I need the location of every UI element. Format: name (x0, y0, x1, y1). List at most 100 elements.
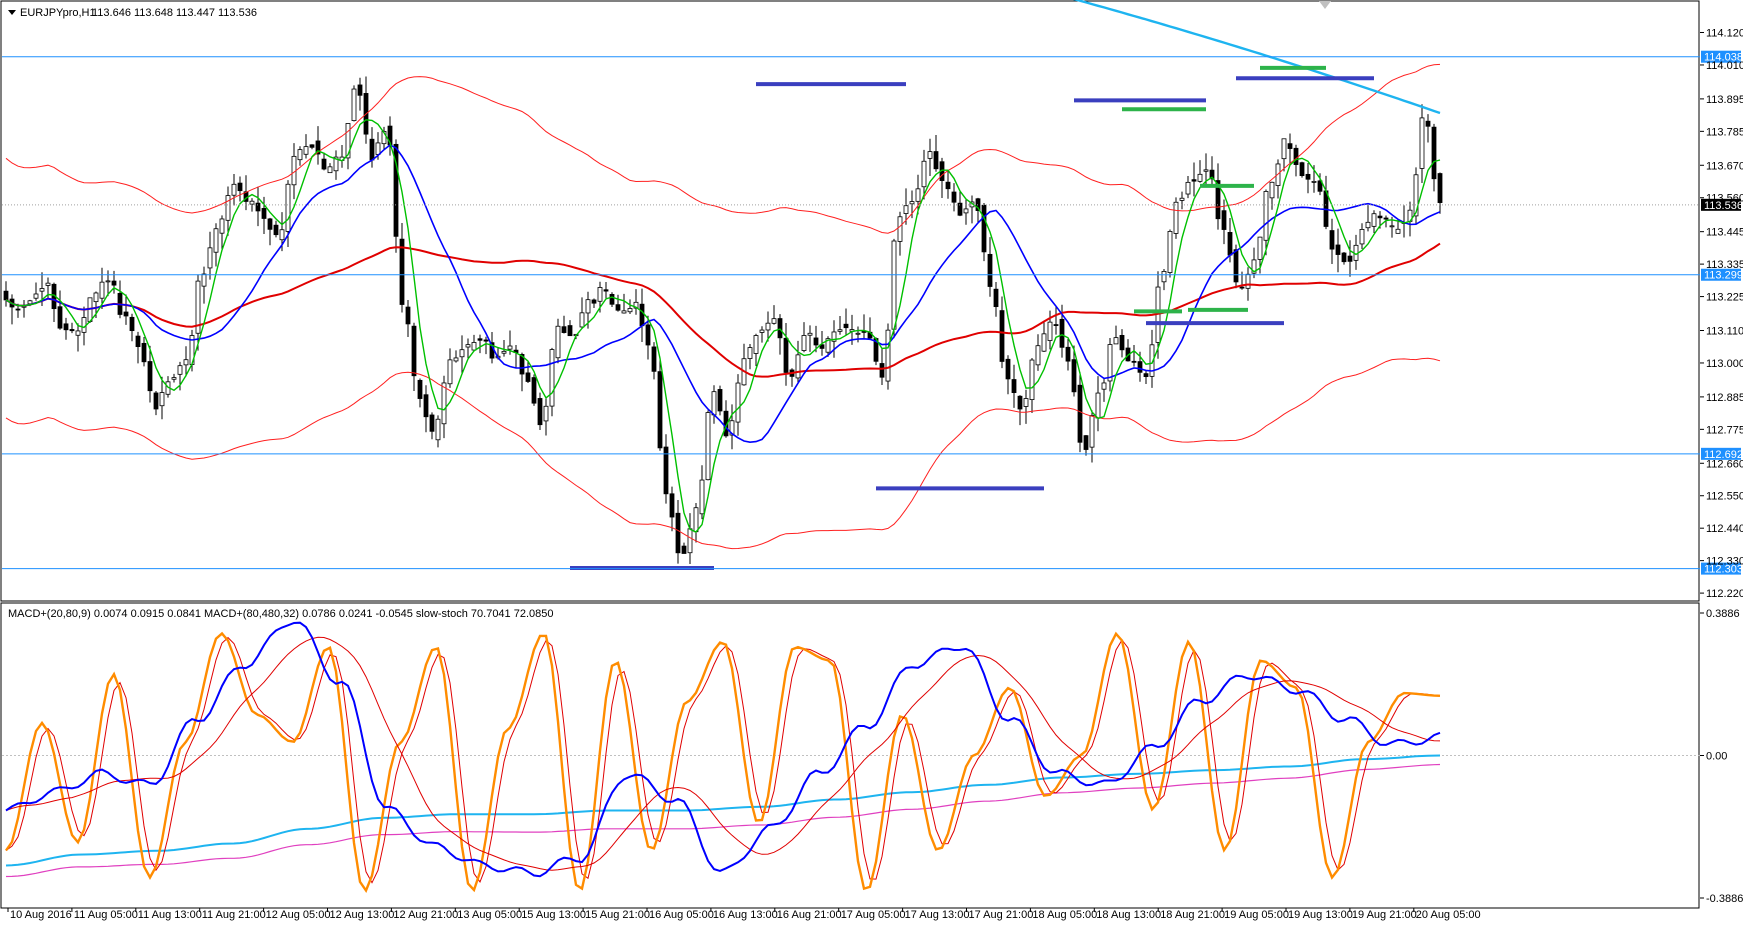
candle-body (69, 329, 75, 332)
slow-macd-line (5, 754, 1441, 867)
price-tick-label: 113.670 (1706, 160, 1743, 172)
price-line-tag: 113.299 (1701, 268, 1743, 282)
candle-body (1437, 173, 1443, 203)
candle-body (393, 143, 399, 237)
price-tick-label: 114.010 (1706, 60, 1743, 72)
candle-body (1095, 392, 1101, 419)
candle-body (525, 372, 531, 382)
candle-body (897, 216, 903, 242)
candle-body (591, 299, 597, 304)
price-panel[interactable] (2, 0, 1700, 571)
price-tag-background (1701, 562, 1741, 575)
time-tick-label: 15 Aug 21:00 (585, 909, 650, 921)
time-tick-label: 11 Aug 13:00 (138, 909, 202, 921)
price-tick-label: 113.560 (1706, 193, 1743, 205)
candle-body (531, 377, 537, 404)
candle-body (1317, 180, 1323, 192)
candle-body (1239, 286, 1245, 289)
candle-body (561, 326, 567, 333)
candle-body (1221, 210, 1227, 230)
time-tick-label: 11 Aug 05:00 (74, 909, 138, 921)
candle-body (159, 392, 165, 407)
candle-body (1047, 321, 1053, 341)
candle-body (537, 398, 543, 426)
candle-body (183, 359, 189, 366)
candle-body (231, 183, 237, 196)
candle-body (675, 512, 681, 554)
candle-body (375, 142, 381, 155)
price-tag-background (1701, 50, 1741, 63)
price-tick-label: 114.120 (1706, 28, 1743, 40)
scroll-marker-icon[interactable] (1319, 1, 1331, 9)
candle-body (435, 418, 441, 441)
candle-body (1053, 324, 1059, 326)
time-tick-label: 13 Aug 05:00 (457, 909, 522, 921)
price-tick-label: 112.220 (1706, 588, 1743, 600)
candle-body (123, 311, 129, 317)
dropdown-triangle-icon[interactable] (8, 10, 16, 15)
price-header: EURJPYpro,H1 113.646 113.648 113.447 113… (8, 7, 257, 19)
candle-body (633, 301, 639, 309)
time-tick-label: 16 Aug 21:00 (777, 909, 842, 921)
candle-body (1131, 360, 1137, 363)
candle-body (933, 151, 939, 170)
candle-body (603, 289, 609, 292)
candle-body (285, 183, 291, 232)
candle-body (153, 392, 159, 410)
candle-body (93, 292, 99, 303)
candle-body (801, 335, 807, 351)
candle-body (1311, 181, 1317, 183)
candle-body (921, 160, 927, 188)
candle-body (1071, 359, 1077, 393)
candle-body (1431, 126, 1437, 180)
candle-body (807, 332, 813, 336)
candle-body (765, 322, 771, 331)
long-term-ma-line (1072, 0, 1441, 115)
candle-body (195, 280, 201, 334)
candle-body (945, 181, 951, 190)
candle-body (819, 344, 825, 349)
candle-body (357, 84, 363, 96)
candle-body (471, 342, 477, 351)
candle-body (477, 338, 483, 341)
candle-body (1119, 334, 1125, 351)
candle-body (1149, 344, 1155, 377)
candle-body (351, 88, 357, 121)
candle-body (1395, 228, 1401, 234)
price-tick-label: 112.775 (1706, 424, 1743, 436)
candle-body (951, 191, 957, 203)
candle-body (1011, 379, 1017, 393)
price-line-tag: 112.303 (1701, 562, 1743, 576)
indicator-panel[interactable] (2, 621, 1700, 894)
candle-body (1263, 191, 1269, 241)
candle-body (777, 318, 783, 339)
candle-body (1197, 173, 1203, 182)
price-line-tag: 112.692 (1701, 447, 1743, 461)
candle-body (171, 377, 177, 380)
candle-body (903, 205, 909, 214)
price-tick-label: 113.225 (1706, 292, 1743, 304)
candle-body (429, 414, 435, 432)
candle-body (615, 304, 621, 311)
candle-body (177, 365, 183, 375)
candle-body (315, 140, 321, 155)
candle-body (1419, 117, 1425, 169)
candle-body (453, 357, 459, 362)
fast-macd-signal-line (5, 636, 1441, 871)
mid-ma-line (5, 144, 1441, 444)
candle-body (147, 361, 153, 392)
candle-body (831, 331, 837, 342)
candle-body (891, 240, 897, 330)
candle-body (333, 156, 339, 172)
time-tick-label: 20 Aug 05:00 (1416, 909, 1481, 921)
candle-body (447, 359, 453, 385)
price-tag-label: 114.038 (1704, 52, 1743, 64)
candle-body (657, 371, 663, 449)
time-tick-label: 17 Aug 21:00 (969, 909, 1034, 921)
candle-body (1425, 120, 1431, 127)
candle-body (441, 382, 447, 425)
price-tick-label: 113.895 (1706, 94, 1743, 106)
time-tick-label: 16 Aug 05:00 (649, 909, 714, 921)
